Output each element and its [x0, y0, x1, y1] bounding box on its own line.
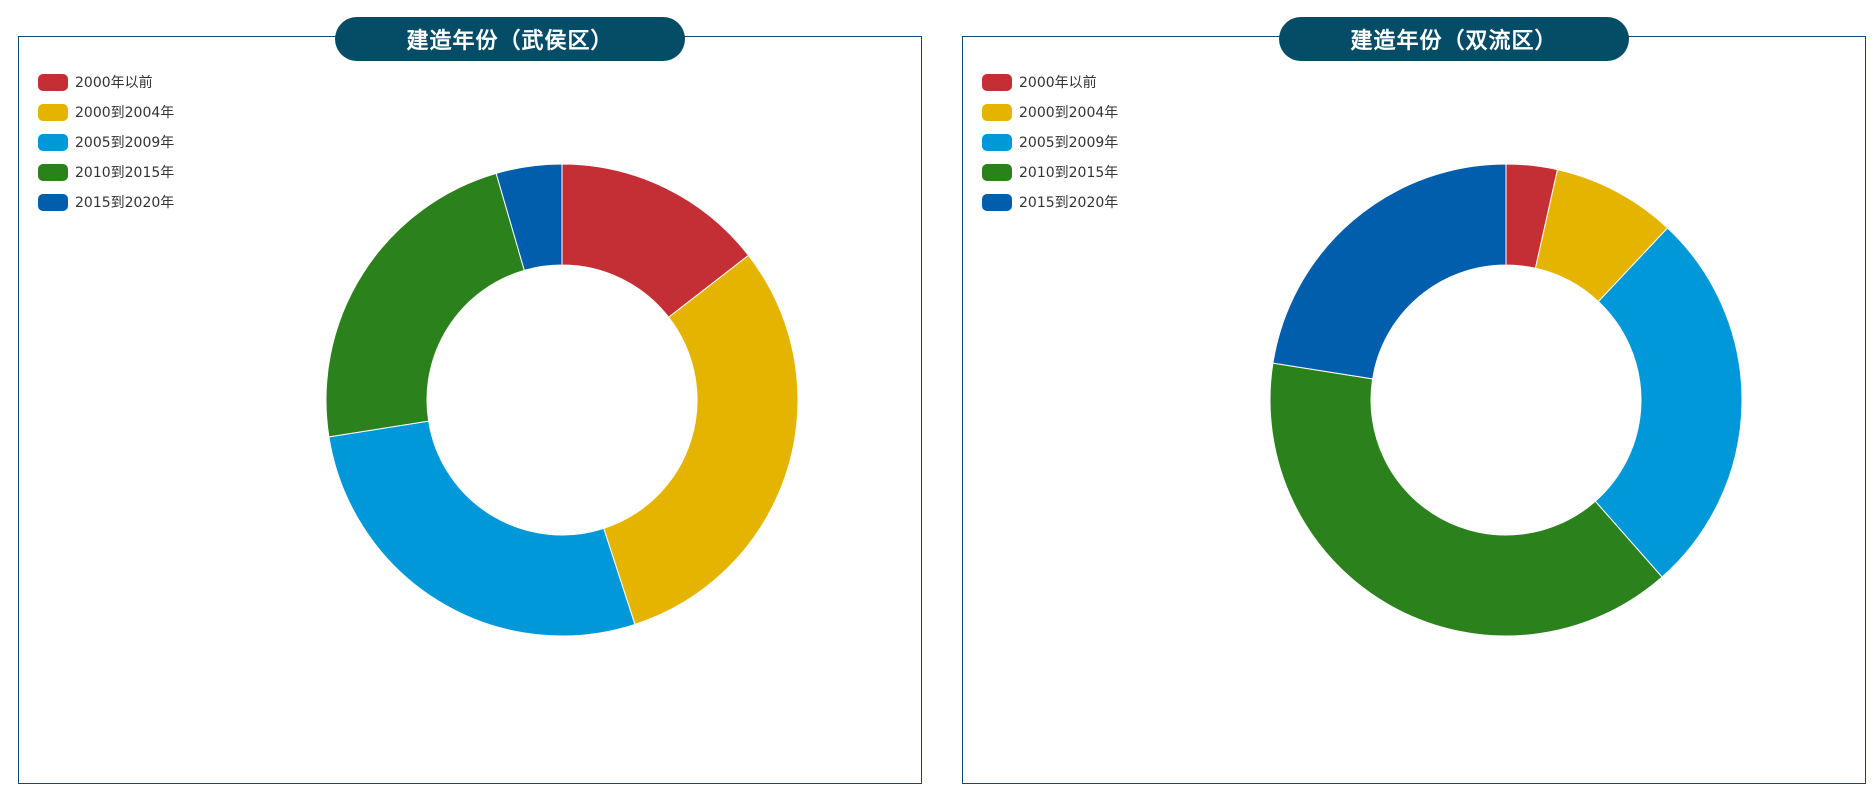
legend-label: 2000年以前 [1019, 75, 1097, 91]
legend-swatch [982, 193, 1012, 211]
legend-label: 2000年以前 [75, 75, 153, 91]
donut-slice[interactable] [495, 163, 563, 271]
legend-swatch [38, 103, 68, 121]
donut-chart [325, 163, 799, 637]
legend-swatch [38, 163, 68, 181]
chart-panel-shuangliu: 建造年份（双流区） 2000年以前 2000到2004年 2005到2009年 … [962, 17, 1866, 784]
legend-label: 2015到2020年 [75, 195, 175, 211]
legend-label: 2010到2015年 [75, 165, 175, 181]
legend-label: 2005到2009年 [1019, 135, 1119, 151]
donut-slice[interactable] [1269, 362, 1663, 637]
legend-item[interactable]: 2000年以前 [38, 67, 174, 97]
legend-item[interactable]: 2010到2015年 [982, 157, 1118, 187]
legend-swatch [982, 133, 1012, 151]
legend-label: 2010到2015年 [1019, 165, 1119, 181]
legend: 2000年以前 2000到2004年 2005到2009年 2010到2015年… [982, 67, 1118, 217]
donut-slice[interactable] [1272, 163, 1507, 380]
legend-label: 2015到2020年 [1019, 195, 1119, 211]
legend-swatch [38, 133, 68, 151]
legend-swatch [982, 103, 1012, 121]
chart-title: 建造年份（双流区） [1279, 17, 1629, 61]
donut-slice[interactable] [1594, 227, 1743, 578]
legend-swatch [982, 163, 1012, 181]
legend-item[interactable]: 2000到2004年 [38, 97, 174, 127]
legend-swatch [982, 73, 1012, 91]
donut-chart [1269, 163, 1743, 637]
legend-item[interactable]: 2015到2020年 [982, 187, 1118, 217]
donut-slice[interactable] [603, 254, 799, 626]
legend-item[interactable]: 2010到2015年 [38, 157, 174, 187]
donut-slice[interactable] [325, 172, 525, 438]
legend-item[interactable]: 2000到2004年 [982, 97, 1118, 127]
chart-panel-wuhou: 建造年份（武侯区） 2000年以前 2000到2004年 2005到2009年 … [18, 17, 922, 784]
legend-swatch [38, 193, 68, 211]
donut-slice[interactable] [328, 420, 636, 637]
legend-item[interactable]: 2015到2020年 [38, 187, 174, 217]
chart-title: 建造年份（武侯区） [335, 17, 685, 61]
legend-label: 2005到2009年 [75, 135, 175, 151]
legend-item[interactable]: 2000年以前 [982, 67, 1118, 97]
legend: 2000年以前 2000到2004年 2005到2009年 2010到2015年… [38, 67, 174, 217]
legend-label: 2000到2004年 [75, 105, 175, 121]
legend-label: 2000到2004年 [1019, 105, 1119, 121]
legend-item[interactable]: 2005到2009年 [982, 127, 1118, 157]
legend-swatch [38, 73, 68, 91]
legend-item[interactable]: 2005到2009年 [38, 127, 174, 157]
